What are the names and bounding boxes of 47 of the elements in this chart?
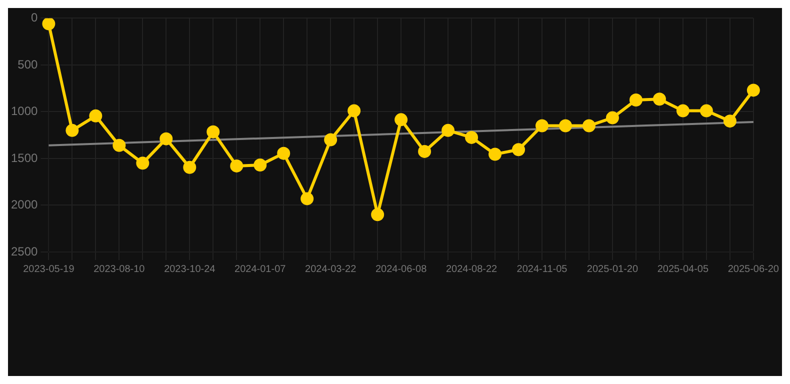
- x-tick-label: 2024-01-07: [234, 264, 286, 275]
- x-tick-label: 2023-08-10: [94, 264, 146, 275]
- point: [558, 119, 572, 132]
- point: [465, 130, 478, 144]
- x-tick-label: 2024-06-08: [375, 264, 428, 275]
- point: [652, 92, 666, 106]
- x-tick-label: 2024-11-05: [516, 264, 568, 275]
- y-tick-label: 1000: [10, 104, 38, 118]
- point: [442, 124, 455, 137]
- y-tick-label: 500: [18, 57, 38, 72]
- point: [183, 160, 196, 174]
- point: [112, 138, 126, 152]
- y-tick-label: 2500: [10, 244, 38, 258]
- point: [324, 133, 338, 146]
- point: [629, 94, 642, 107]
- point: [488, 148, 502, 161]
- point: [606, 111, 619, 124]
- point: [700, 104, 713, 118]
- x-tick-label: 2025-06-20: [728, 264, 780, 275]
- point: [254, 158, 267, 172]
- point: [512, 143, 526, 156]
- y-tick-label: 0: [31, 10, 38, 25]
- point: [300, 192, 314, 206]
- point: [676, 104, 690, 118]
- x-tick-label: 2025-04-05: [657, 264, 709, 275]
- y-tick-label: 2000: [10, 198, 38, 212]
- point: [160, 132, 173, 146]
- point: [418, 144, 432, 158]
- point: [277, 146, 290, 160]
- point: [582, 119, 596, 132]
- y-tick-label: 1500: [10, 150, 38, 165]
- point: [723, 114, 736, 128]
- point: [746, 84, 760, 97]
- x-tick-label: 2024-08-22: [446, 264, 498, 275]
- point: [206, 125, 220, 138]
- x-tick-label: 2023-10-24: [164, 264, 216, 275]
- x-tick-label: 2024-03-22: [305, 264, 357, 275]
- point: [136, 156, 150, 170]
- point: [536, 119, 549, 132]
- point: [348, 104, 361, 118]
- x-tick-label: 2025-01-20: [586, 264, 638, 275]
- point: [230, 159, 244, 172]
- point: [394, 113, 408, 126]
- x-tick-label: 2023-05-19: [23, 264, 75, 275]
- point: [89, 109, 102, 122]
- point: [371, 208, 384, 222]
- point: [66, 124, 79, 137]
